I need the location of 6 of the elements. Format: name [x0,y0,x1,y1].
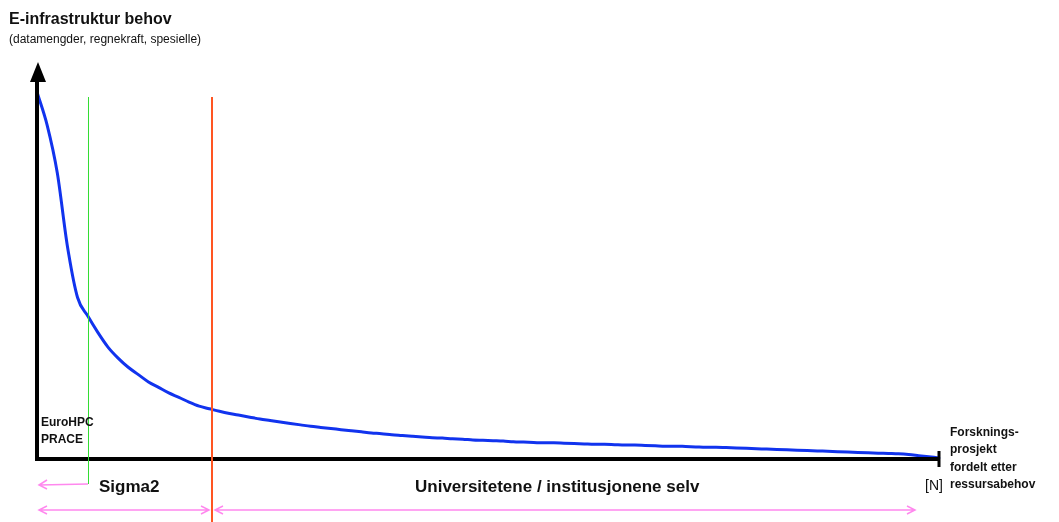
text: [N] [925,477,943,494]
text: Universitetene / institusjonene selv [415,477,700,498]
chart-title: E-infrastruktur behov [9,10,172,28]
text: Sigma2 [99,477,160,498]
text: Forsknings- prosjekt fordelt etter ressursabehov [950,424,1036,494]
chart-subtitle: (datamengder, regnekraft, spesielle) [9,32,202,46]
